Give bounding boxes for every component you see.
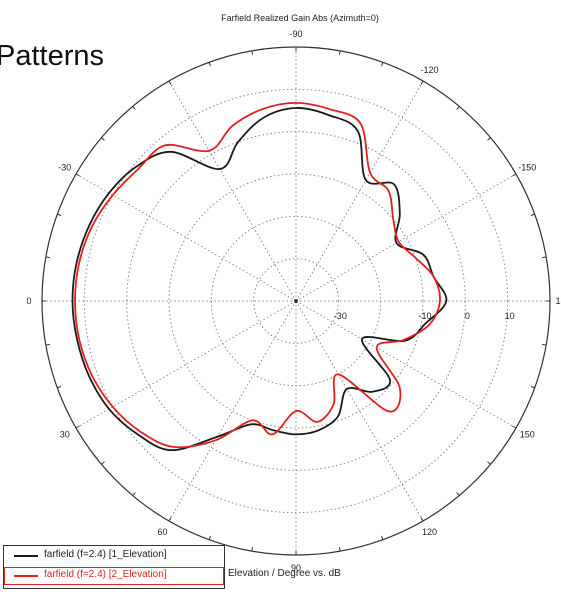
angle-tick bbox=[512, 173, 517, 177]
angle-tick bbox=[530, 213, 535, 216]
grid-circle bbox=[83, 88, 509, 514]
angle-tick bbox=[208, 535, 211, 540]
angle-label: -30 bbox=[58, 163, 71, 173]
angle-tick bbox=[420, 517, 424, 522]
series-line-2 bbox=[74, 102, 441, 449]
angle-tick bbox=[168, 80, 172, 85]
angle-tick bbox=[338, 50, 341, 55]
angle-tick bbox=[530, 386, 535, 389]
grid-spoke bbox=[168, 300, 297, 522]
angle-tick bbox=[487, 137, 491, 141]
angle-tick bbox=[101, 137, 105, 141]
legend-swatch-series-1 bbox=[14, 555, 38, 557]
angle-tick bbox=[75, 425, 80, 429]
radial-label: 10 bbox=[505, 311, 515, 321]
legend-item-series-1[interactable]: farfield (f=2.4) [1_Elevation] bbox=[4, 547, 224, 565]
axis-label: Elevation / Degree vs. dB bbox=[228, 568, 341, 579]
grid-spoke bbox=[168, 80, 297, 302]
angle-tick bbox=[208, 62, 211, 67]
radial-labels: -30 -10 0 10 bbox=[334, 311, 515, 321]
angle-labels: -90 -120 -150 180 150 120 90 60 30 0 -30 bbox=[26, 29, 561, 573]
angle-label: 0 bbox=[26, 296, 31, 306]
angle-tick bbox=[45, 343, 50, 346]
series-layer bbox=[71, 102, 448, 452]
angle-tick bbox=[57, 213, 62, 216]
angle-label: -120 bbox=[420, 65, 438, 75]
slide-title-fragment: Patterns bbox=[0, 40, 104, 72]
angle-tick bbox=[75, 173, 80, 177]
angle-tick bbox=[168, 517, 172, 522]
angle-tick bbox=[542, 343, 547, 346]
angle-tick bbox=[101, 461, 105, 465]
angle-label: 150 bbox=[520, 430, 535, 440]
angle-label: 90 bbox=[291, 563, 301, 573]
angle-tick bbox=[456, 106, 460, 110]
angle-label: -90 bbox=[289, 29, 302, 39]
angle-label: -150 bbox=[518, 163, 536, 173]
grid-spoke bbox=[295, 300, 517, 429]
angle-tick bbox=[381, 535, 384, 540]
radial-label: 0 bbox=[465, 311, 470, 321]
grid-circle bbox=[168, 173, 424, 429]
legend-swatch-series-2 bbox=[14, 575, 38, 577]
angle-label: 60 bbox=[157, 527, 167, 537]
angle-tick bbox=[57, 386, 62, 389]
angle-label: 30 bbox=[60, 430, 70, 440]
angle-tick bbox=[456, 492, 460, 496]
legend-label-series-2: farfield (f=2.4) [2_Elevation] bbox=[44, 569, 167, 580]
radial-label: -10 bbox=[418, 311, 431, 321]
legend: farfield (f=2.4) [1_Elevation] farfield … bbox=[3, 545, 225, 589]
angle-tick bbox=[487, 461, 491, 465]
polar-grid bbox=[41, 46, 551, 556]
chart-title: Farfield Realized Gain Abs (Azimuth=0) bbox=[221, 13, 379, 23]
angle-tick bbox=[251, 547, 254, 552]
angle-label: 180 bbox=[555, 296, 561, 306]
angle-tick bbox=[420, 80, 424, 85]
grid-spoke bbox=[295, 173, 517, 302]
angle-tick bbox=[251, 50, 254, 55]
angle-tick bbox=[338, 547, 341, 552]
series-line-1 bbox=[71, 107, 448, 452]
legend-item-series-2[interactable]: farfield (f=2.4) [2_Elevation] bbox=[4, 567, 224, 585]
angle-tick bbox=[542, 256, 547, 259]
angle-tick bbox=[381, 62, 384, 67]
center-dot bbox=[294, 299, 298, 303]
angle-label: 120 bbox=[422, 527, 437, 537]
legend-label-series-1: farfield (f=2.4) [1_Elevation] bbox=[44, 549, 167, 560]
radial-label: -30 bbox=[334, 311, 347, 321]
grid-circle bbox=[253, 258, 339, 344]
angle-tick bbox=[132, 492, 136, 496]
angle-tick bbox=[45, 256, 50, 259]
grid-spoke bbox=[295, 80, 424, 302]
angle-tick bbox=[512, 425, 517, 429]
angle-tick bbox=[132, 106, 136, 110]
